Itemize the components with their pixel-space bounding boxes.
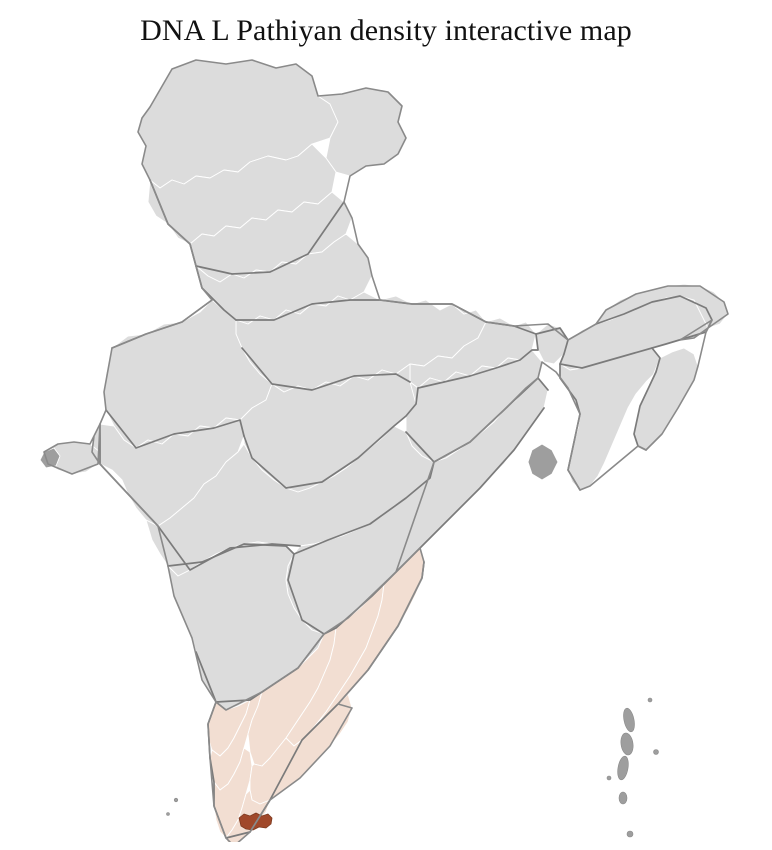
island-middle-andaman[interactable] <box>620 732 635 756</box>
country-outline-layer <box>43 59 729 842</box>
page-title: DNA L Pathiyan density interactive map <box>140 14 632 47</box>
india-south-outline <box>207 547 425 842</box>
district-kerala-south[interactable] <box>213 747 253 839</box>
island-lakshadweep-1[interactable] <box>173 797 179 803</box>
island-barren[interactable] <box>653 749 659 755</box>
state-border-mp-south <box>243 387 419 489</box>
andaman-nicobar-islands[interactable] <box>606 697 660 842</box>
island-little-andaman[interactable] <box>618 791 628 805</box>
state-border-rajasthan-south <box>105 409 245 449</box>
district-sundarbans-dark[interactable] <box>527 443 559 481</box>
island-rutland[interactable] <box>606 775 612 781</box>
india-choropleth-map[interactable] <box>0 52 772 842</box>
island-north-andaman[interactable] <box>622 707 637 733</box>
state-border-maharashtra-south <box>167 543 295 567</box>
island-lakshadweep-2[interactable] <box>166 812 170 816</box>
map-canvas[interactable] <box>0 52 772 842</box>
district-layer-low-density[interactable] <box>207 547 425 842</box>
district-layer-no-data[interactable] <box>43 59 729 711</box>
state-border-bihar-bengal <box>417 321 539 389</box>
state-border-up-south <box>241 347 411 391</box>
india-national-outline <box>43 59 729 711</box>
lakshadweep-islands[interactable] <box>166 797 179 816</box>
district-pathiyan-focus[interactable] <box>238 812 273 831</box>
island-south-andaman[interactable] <box>616 755 630 781</box>
island-landfall[interactable] <box>647 697 653 703</box>
state-border-himachal-punjab <box>195 201 345 275</box>
island-car-nicobar[interactable] <box>626 830 634 838</box>
